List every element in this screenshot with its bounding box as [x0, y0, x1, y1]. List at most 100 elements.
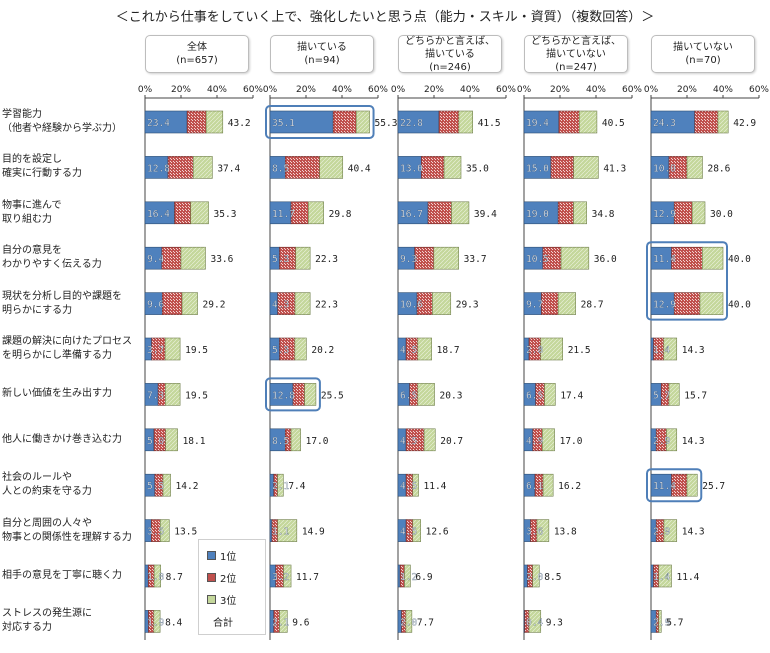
- bar-second: [186, 110, 207, 134]
- chart-title: ＜これから仕事をしていく上で、強化したいと思う点（能力・スキル・資質）（複数回答…: [115, 10, 655, 25]
- bar-third: [666, 428, 678, 452]
- bar-third: [433, 246, 459, 270]
- first-value-label: 0.4: [526, 617, 543, 628]
- total-value-label: 17.0: [560, 436, 583, 447]
- bar-third: [557, 292, 576, 315]
- total-value-label: 28.7: [581, 300, 604, 311]
- first-value-label: 12.9: [653, 300, 676, 311]
- total-value-label: 14.3: [682, 436, 705, 447]
- total-value-label: 34.8: [592, 209, 615, 220]
- first-value-label: 9.4: [147, 254, 164, 265]
- bar-third: [308, 201, 324, 225]
- panel-n: (n=70): [685, 55, 721, 66]
- total-value-label: 9.3: [546, 617, 563, 628]
- bar-third: [181, 292, 198, 315]
- bar-third: [277, 473, 284, 497]
- first-value-label: 4.5: [400, 436, 417, 447]
- bar-second: [671, 246, 703, 270]
- total-value-label: 21.5: [568, 345, 591, 356]
- panel-name: 描いている: [297, 42, 347, 53]
- first-value-label: 4.5: [400, 527, 417, 538]
- panel-n: (n=657): [176, 55, 218, 66]
- first-value-label: 16.4: [147, 209, 170, 220]
- highlight-box: [265, 105, 375, 139]
- panel-header: 全体 (n=657): [145, 35, 249, 73]
- panel-n: (n=246): [429, 61, 471, 73]
- total-value-label: 16.2: [558, 481, 581, 492]
- total-value-label: 15.7: [684, 390, 707, 401]
- legend-item-third: 3位: [207, 592, 236, 607]
- first-value-label: 2.0: [400, 617, 417, 628]
- legend: 1位 2位 3位 合計: [198, 539, 266, 635]
- category-label: 学習能力 （他者や経験から学ぶ力）: [2, 109, 122, 134]
- total-value-label: 20.3: [440, 390, 463, 401]
- legend-label-total: 合計: [213, 618, 233, 629]
- x-tick-label: 0%: [517, 85, 532, 95]
- total-value-label: 7.7: [417, 617, 434, 628]
- bar-third: [544, 383, 556, 406]
- category-label: ストレスの発生源に 対応する力: [2, 608, 92, 634]
- bar-third: [279, 610, 288, 633]
- first-value-label: 12.8: [272, 390, 295, 401]
- bar-second: [284, 156, 320, 179]
- first-value-label: 4.9: [526, 436, 543, 447]
- x-tick-label: 0%: [644, 85, 659, 95]
- first-value-label: 8.5: [272, 163, 289, 174]
- first-value-label: 3.7: [147, 345, 164, 356]
- first-value-label: 12.8: [147, 163, 170, 174]
- first-value-label: 2.1: [272, 617, 289, 628]
- first-value-label: 5.3: [272, 254, 289, 265]
- total-value-label: 43.2: [228, 118, 251, 129]
- bar-second: [174, 201, 192, 225]
- x-tick-label: 40%: [332, 85, 352, 95]
- x-tick-label: 20%: [296, 85, 316, 95]
- total-value-label: 22.3: [315, 300, 338, 311]
- bar-third: [164, 337, 181, 361]
- bar-third: [423, 428, 436, 452]
- total-value-label: 33.6: [210, 254, 233, 265]
- bar-third: [560, 246, 590, 270]
- total-value-label: 29.3: [456, 300, 479, 311]
- first-value-label: 3.6: [526, 527, 543, 538]
- x-tick-label: 20%: [424, 85, 444, 95]
- x-tick-label: 0%: [391, 85, 406, 95]
- first-value-label: 1.8: [147, 572, 164, 583]
- bar-third: [190, 201, 209, 225]
- bar-third: [443, 156, 462, 179]
- category-label: 目的を設定し 確実に行動する力: [2, 154, 82, 180]
- panel-n: (n=94): [304, 55, 340, 66]
- category-label: 自分と周囲の人々や 物事との関係性を理解する力: [2, 517, 132, 543]
- first-value-label: 8.5: [272, 436, 289, 447]
- bar-third: [717, 110, 729, 134]
- total-value-label: 20.2: [311, 345, 334, 356]
- first-value-label: 22.8: [400, 118, 423, 129]
- first-value-label: 24.3: [653, 118, 676, 129]
- panel-name: どちらかと言えば、 描いていない: [531, 35, 621, 60]
- first-value-label: 9.6: [147, 300, 164, 311]
- total-value-label: 37.4: [217, 163, 240, 174]
- legend-item-first: 1位: [207, 548, 236, 563]
- first-value-label: 10.5: [526, 254, 549, 265]
- bar-third: [542, 428, 555, 452]
- highlight-box: [646, 241, 728, 321]
- first-value-label: 3.5: [147, 527, 164, 538]
- x-tick-label: 0%: [138, 85, 153, 95]
- bar-second: [421, 156, 445, 179]
- legend-swatch-third: [207, 595, 216, 604]
- bar-third: [573, 156, 599, 179]
- first-value-label: 2.8: [526, 345, 543, 356]
- total-value-label: 35.3: [214, 209, 237, 220]
- panel-name: 描いていない: [673, 42, 733, 53]
- total-value-label: 40.5: [602, 118, 625, 129]
- total-value-label: 29.8: [329, 209, 352, 220]
- bar-third: [355, 110, 370, 134]
- first-value-label: 1.4: [653, 572, 670, 583]
- first-value-label: 5.7: [653, 390, 670, 401]
- bar-second: [332, 110, 357, 134]
- first-value-label: 1.2: [400, 572, 417, 583]
- bar-third: [663, 519, 678, 542]
- total-value-label: 40.0: [728, 254, 751, 265]
- x-tick-label: 60%: [243, 85, 263, 95]
- total-value-label: 8.5: [544, 572, 561, 583]
- bar-third: [542, 473, 554, 497]
